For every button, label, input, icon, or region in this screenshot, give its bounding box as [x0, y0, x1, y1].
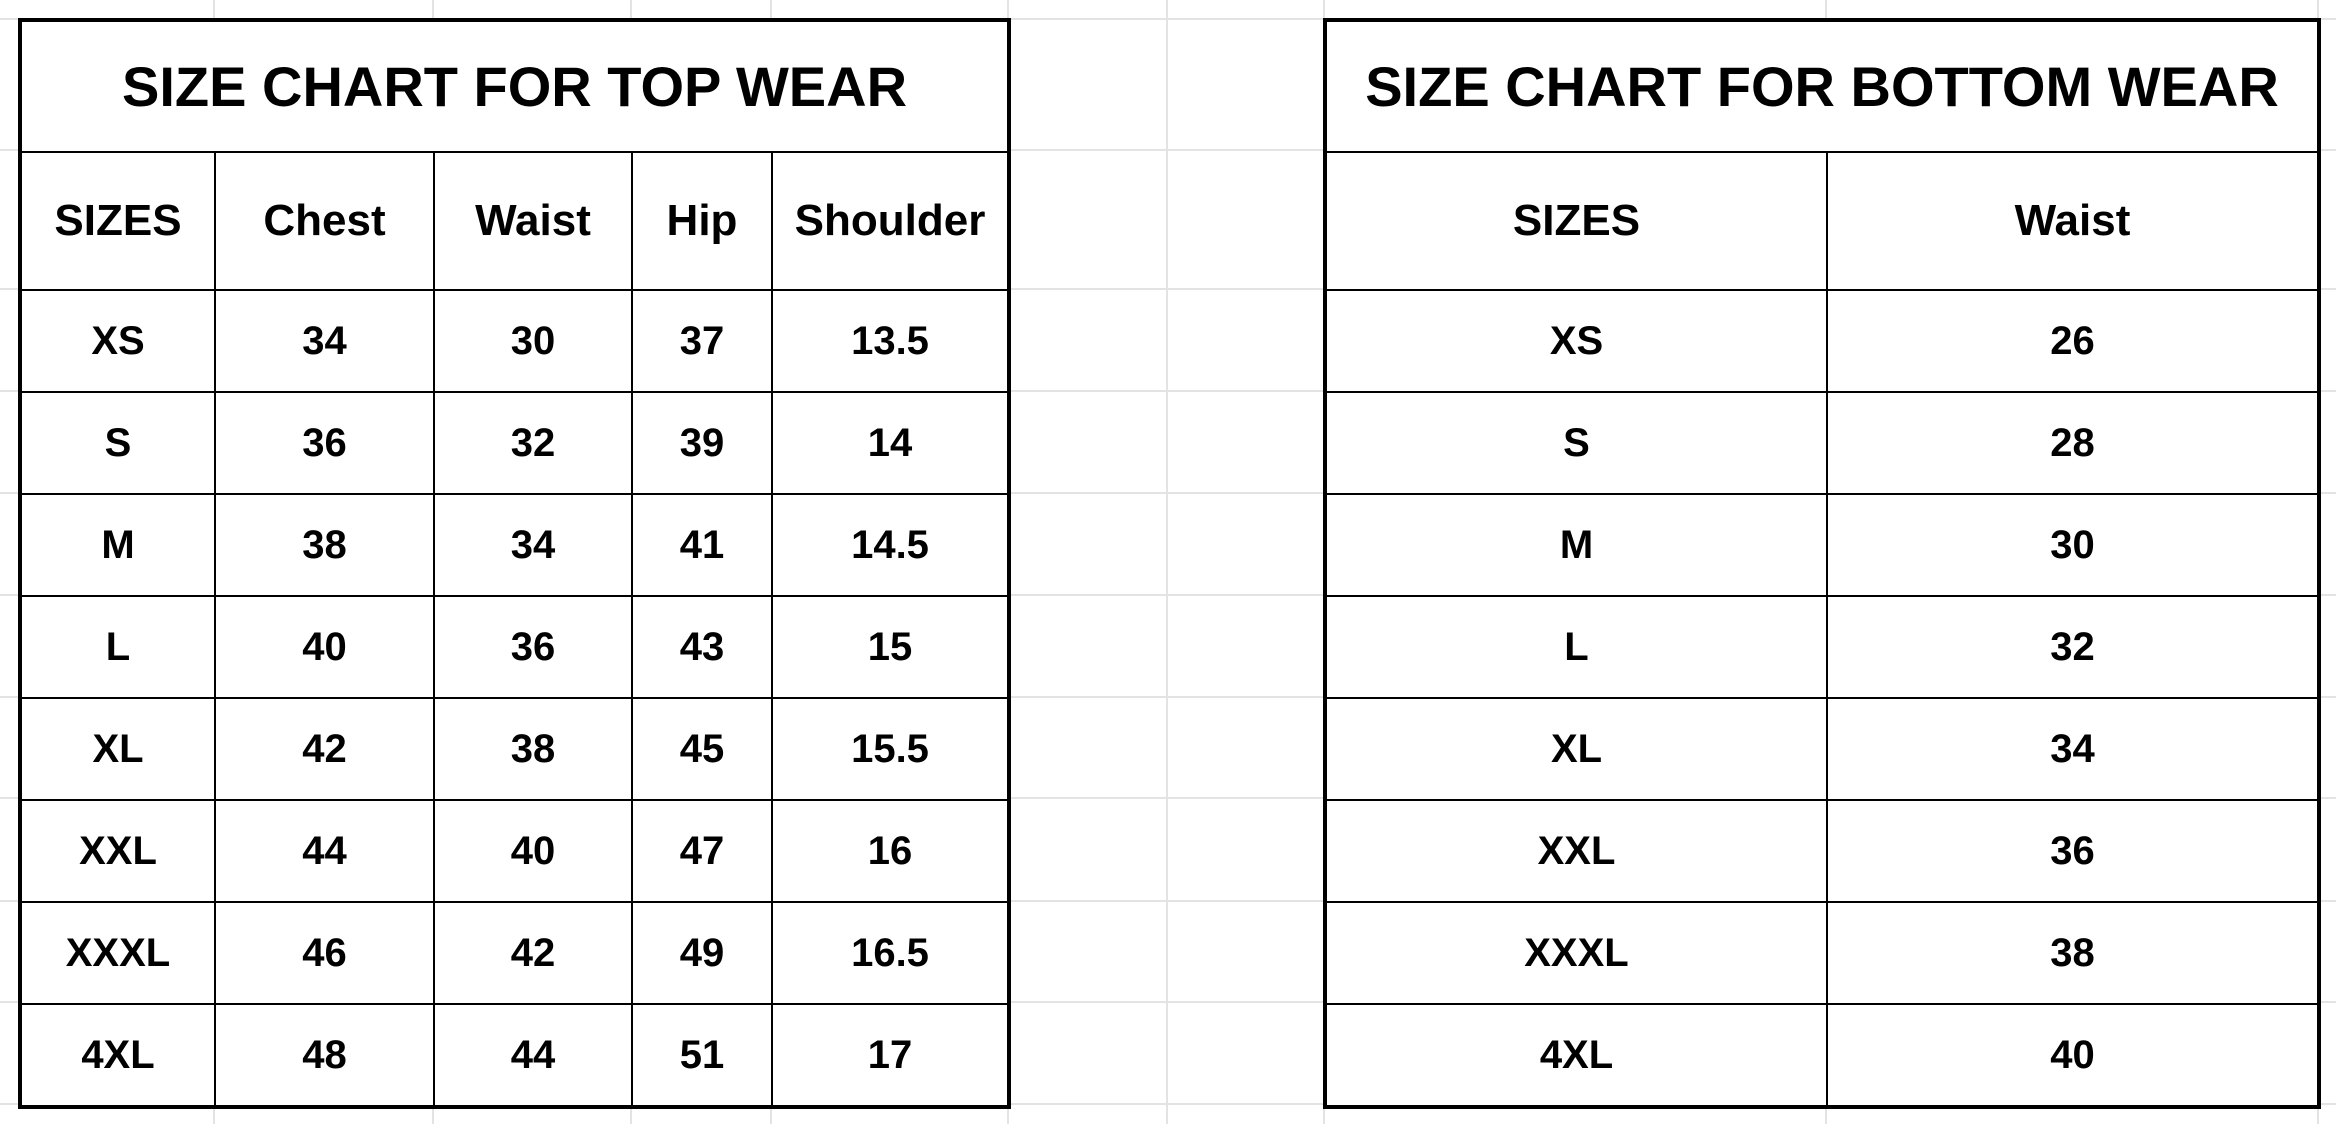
gridline [0, 900, 2336, 902]
table-row: XS 26 [1324, 289, 2320, 393]
gridline [0, 390, 2336, 392]
measurement-cell: 36 [1826, 799, 2320, 903]
size-cell: L [1324, 595, 1828, 699]
measurement-cell: 39 [631, 391, 773, 495]
gridline [1166, 0, 1168, 1124]
size-cell: 4XL [1324, 1003, 1828, 1108]
size-cell: M [19, 493, 216, 597]
measurement-cell: 26 [1826, 289, 2320, 393]
measurement-cell: 44 [433, 1003, 633, 1108]
measurement-cell: 30 [433, 289, 633, 393]
measurement-cell: 36 [433, 595, 633, 699]
size-cell: S [1324, 391, 1828, 495]
column-header-sizes: SIZES [1324, 151, 1828, 291]
table-row: L 32 [1324, 595, 2320, 699]
gridline [0, 797, 2336, 799]
measurement-cell: 42 [433, 901, 633, 1005]
measurement-cell: 40 [433, 799, 633, 903]
measurement-cell: 30 [1826, 493, 2320, 597]
measurement-cell: 38 [433, 697, 633, 801]
size-cell: 4XL [19, 1003, 216, 1108]
table-row: S 36 32 39 14 [19, 391, 1011, 495]
table-row: XXL 36 [1324, 799, 2320, 903]
measurement-cell: 42 [214, 697, 435, 801]
table-row: 4XL 40 [1324, 1003, 2320, 1108]
table-row: 4XL 48 44 51 17 [19, 1003, 1011, 1108]
measurement-cell: 16 [770, 799, 1011, 903]
table-row: XS 34 30 37 13.5 [19, 289, 1011, 393]
gridline [0, 1103, 2336, 1105]
measurement-cell: 47 [631, 799, 773, 903]
size-cell: XL [1324, 697, 1828, 801]
measurement-cell: 40 [214, 595, 435, 699]
gridline [0, 492, 2336, 494]
column-header-waist: Waist [1826, 151, 2320, 291]
top-wear-size-chart: SIZE CHART FOR TOP WEAR SIZES Chest Wais… [18, 18, 1012, 1109]
table-row: XXXL 38 [1324, 901, 2320, 1005]
column-header-waist: Waist [433, 151, 633, 291]
bottom-wear-size-chart: SIZE CHART FOR BOTTOM WEAR SIZES Waist X… [1323, 18, 2321, 1109]
table-row: XXXL 46 42 49 16.5 [19, 901, 1011, 1005]
size-cell: XXL [19, 799, 216, 903]
measurement-cell: 48 [214, 1003, 435, 1108]
size-cell: XL [19, 697, 216, 801]
measurement-cell: 45 [631, 697, 773, 801]
measurement-cell: 32 [1826, 595, 2320, 699]
measurement-cell: 41 [631, 493, 773, 597]
size-cell: L [19, 595, 216, 699]
measurement-cell: 44 [214, 799, 435, 903]
measurement-cell: 37 [631, 289, 773, 393]
table-row: XXL 44 40 47 16 [19, 799, 1011, 903]
size-cell: XXXL [19, 901, 216, 1005]
gridline [0, 696, 2336, 698]
measurement-cell: 13.5 [770, 289, 1011, 393]
measurement-cell: 51 [631, 1003, 773, 1108]
measurement-cell: 38 [214, 493, 435, 597]
measurement-cell: 49 [631, 901, 773, 1005]
measurement-cell: 43 [631, 595, 773, 699]
size-cell: XS [19, 289, 216, 393]
table-row: L 40 36 43 15 [19, 595, 1011, 699]
size-cell: M [1324, 493, 1828, 597]
measurement-cell: 14.5 [770, 493, 1011, 597]
gridline [0, 288, 2336, 290]
column-header-sizes: SIZES [19, 151, 216, 291]
column-header-shoulder: Shoulder [770, 151, 1011, 291]
size-cell: XXL [1324, 799, 1828, 903]
gridline [0, 18, 2336, 20]
size-cell: XS [1324, 289, 1828, 393]
gridline [0, 594, 2336, 596]
measurement-cell: 40 [1826, 1003, 2320, 1108]
measurement-cell: 36 [214, 391, 435, 495]
gridline [0, 1001, 2336, 1003]
measurement-cell: 34 [1826, 697, 2320, 801]
measurement-cell: 15.5 [770, 697, 1011, 801]
bottom-wear-title: SIZE CHART FOR BOTTOM WEAR [1324, 19, 2320, 153]
table-row: XL 34 [1324, 697, 2320, 801]
table-row: S 28 [1324, 391, 2320, 495]
measurement-cell: 15 [770, 595, 1011, 699]
table-row: M 30 [1324, 493, 2320, 597]
table-row: M 38 34 41 14.5 [19, 493, 1011, 597]
measurement-cell: 14 [770, 391, 1011, 495]
column-header-hip: Hip [631, 151, 773, 291]
measurement-cell: 16.5 [770, 901, 1011, 1005]
measurement-cell: 34 [214, 289, 435, 393]
column-header-chest: Chest [214, 151, 435, 291]
size-cell: S [19, 391, 216, 495]
measurement-cell: 28 [1826, 391, 2320, 495]
measurement-cell: 32 [433, 391, 633, 495]
size-cell: XXXL [1324, 901, 1828, 1005]
measurement-cell: 17 [770, 1003, 1011, 1108]
table-row: XL 42 38 45 15.5 [19, 697, 1011, 801]
gridline [0, 149, 2336, 151]
top-wear-title: SIZE CHART FOR TOP WEAR [18, 19, 1011, 153]
measurement-cell: 34 [433, 493, 633, 597]
measurement-cell: 38 [1826, 901, 2320, 1005]
measurement-cell: 46 [214, 901, 435, 1005]
